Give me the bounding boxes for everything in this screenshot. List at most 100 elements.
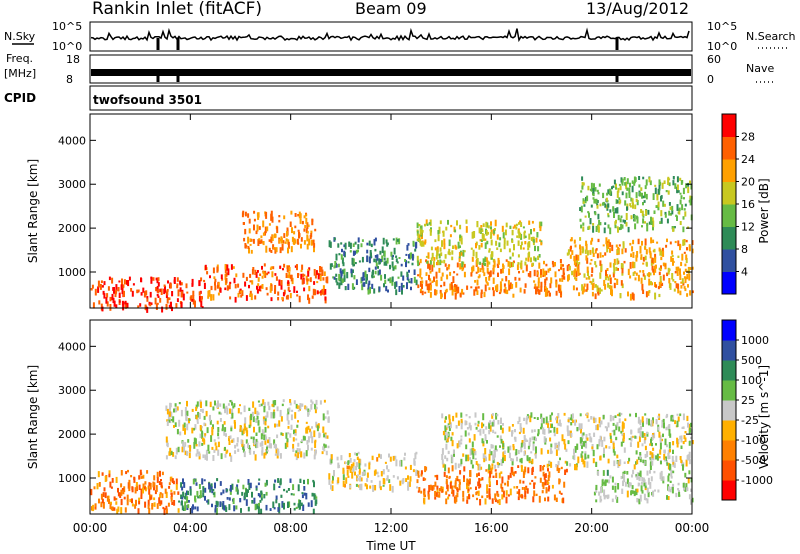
velocity-data-cell <box>211 430 214 436</box>
power-data-cell <box>540 221 543 227</box>
power-data-cell <box>384 279 387 284</box>
power-data-cell <box>617 214 620 221</box>
power-data-cell <box>424 291 427 294</box>
velocity-data-cell <box>420 470 423 475</box>
velocity-data-cell <box>614 486 617 493</box>
velocity-data-cell <box>465 444 468 450</box>
velocity-data-cell <box>471 441 474 444</box>
velocity-data-cell <box>262 399 265 405</box>
velocity-data-cell <box>303 479 305 485</box>
power-data-cell <box>544 290 547 297</box>
velocity-data-cell <box>194 438 197 445</box>
power-data-cell <box>449 271 452 276</box>
velocity-data-cell <box>416 486 418 489</box>
power-data-cell <box>453 226 456 232</box>
velocity-data-cell <box>164 488 167 494</box>
power-data-cell <box>244 228 247 235</box>
power-data-cell <box>374 248 377 252</box>
velocity-y-tick-label: 2000 <box>58 428 86 441</box>
power-data-cell <box>495 240 498 246</box>
power-data-cell <box>171 291 174 297</box>
power-data-cell <box>298 231 300 239</box>
velocity-data-cell <box>491 413 494 416</box>
velocity-data-cell <box>331 485 334 491</box>
power-data-cell <box>621 191 624 196</box>
power-data-cell <box>622 219 625 223</box>
power-data-cell <box>351 257 354 265</box>
velocity-data-cell <box>289 478 292 483</box>
velocity-data-cell <box>144 481 147 485</box>
velocity-data-cell <box>292 484 295 490</box>
velocity-data-cell <box>674 420 677 425</box>
velocity-data-cell <box>494 464 497 469</box>
power-data-cell <box>175 303 178 308</box>
velocity-data-cell <box>233 420 236 424</box>
power-data-cell <box>475 271 478 274</box>
power-data-cell <box>628 187 631 195</box>
power-data-cell <box>604 284 607 290</box>
power-data-cell <box>683 240 686 246</box>
velocity-data-cell <box>628 482 631 488</box>
power-data-cell <box>625 222 628 227</box>
velocity-data-cell <box>358 463 361 469</box>
velocity-data-cell <box>649 451 652 456</box>
power-data-cell <box>336 281 339 286</box>
power-data-cell <box>518 277 521 281</box>
velocity-data-cell <box>490 451 493 456</box>
power-data-cell <box>642 176 645 180</box>
power-data-cell <box>604 252 607 256</box>
velocity-data-cell <box>284 442 287 449</box>
velocity-data-cell <box>551 412 553 416</box>
power-data-cell <box>169 283 172 289</box>
power-data-cell <box>638 184 641 188</box>
velocity-data-cell <box>217 400 219 408</box>
velocity-data-cell <box>580 453 583 458</box>
velocity-colorbar-swatch <box>722 460 736 481</box>
velocity-data-cell <box>170 418 173 421</box>
power-data-cell <box>492 258 495 263</box>
power-data-cell <box>324 296 327 301</box>
power-data-cell <box>456 220 458 226</box>
power-data-cell <box>324 289 327 295</box>
power-data-cell <box>296 290 298 293</box>
power-data-cell <box>385 285 388 292</box>
power-data-cell <box>453 271 456 274</box>
velocity-data-cell <box>495 449 498 452</box>
power-data-cell <box>368 240 371 246</box>
power-data-cell <box>143 291 146 298</box>
velocity-data-cell <box>204 433 207 436</box>
power-data-cell <box>216 266 219 273</box>
velocity-data-cell <box>550 443 553 448</box>
power-data-cell <box>559 284 562 292</box>
velocity-colorbar-swatch <box>722 360 736 381</box>
velocity-data-cell <box>488 464 491 470</box>
power-data-cell <box>691 290 694 294</box>
velocity-data-cell <box>151 504 154 510</box>
velocity-data-cell <box>197 411 200 418</box>
velocity-data-cell <box>217 441 220 448</box>
velocity-data-cell <box>165 508 168 515</box>
power-data-cell <box>486 240 489 245</box>
power-data-cell <box>294 265 297 268</box>
power-data-cell <box>644 185 647 190</box>
power-data-cell <box>271 216 274 223</box>
velocity-data-cell <box>268 443 271 449</box>
power-data-cell <box>669 283 672 290</box>
velocity-data-cell <box>444 433 447 441</box>
power-data-cell <box>549 283 552 289</box>
velocity-data-cell <box>194 424 197 430</box>
power-data-cell <box>306 278 309 282</box>
velocity-data-cell <box>477 420 480 424</box>
power-data-cell <box>121 278 123 285</box>
power-data-cell <box>605 237 608 245</box>
velocity-data-cell <box>633 464 636 470</box>
velocity-data-cell <box>347 475 350 478</box>
velocity-data-cell <box>502 423 504 426</box>
power-data-cell <box>599 222 602 226</box>
velocity-data-cell <box>643 439 646 444</box>
power-data-cell <box>307 270 310 277</box>
velocity-data-cell <box>349 458 352 463</box>
velocity-data-cell <box>484 434 487 437</box>
power-data-cell <box>574 244 577 248</box>
